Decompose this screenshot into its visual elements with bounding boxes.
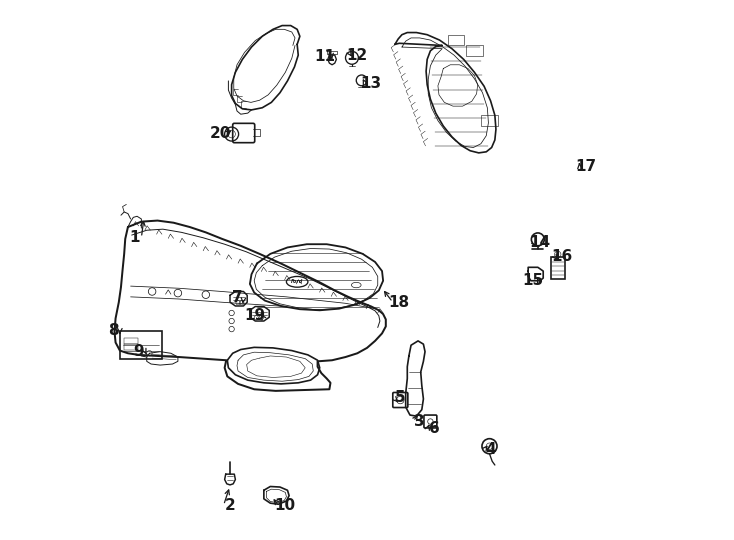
Text: 10: 10 bbox=[275, 498, 296, 513]
Text: 2: 2 bbox=[225, 498, 236, 513]
Text: 12: 12 bbox=[346, 48, 368, 63]
Text: 11: 11 bbox=[315, 49, 335, 64]
Text: 4: 4 bbox=[485, 442, 496, 457]
Text: Ford: Ford bbox=[291, 279, 303, 285]
Text: 3: 3 bbox=[414, 414, 425, 429]
Text: 6: 6 bbox=[429, 421, 440, 436]
Text: 15: 15 bbox=[522, 273, 543, 288]
Text: 5: 5 bbox=[395, 390, 406, 406]
Text: 20: 20 bbox=[210, 125, 231, 140]
Text: 1: 1 bbox=[130, 230, 140, 245]
Ellipse shape bbox=[286, 276, 308, 287]
Text: 17: 17 bbox=[575, 159, 597, 174]
Text: 19: 19 bbox=[244, 308, 266, 323]
Text: 7: 7 bbox=[232, 291, 242, 306]
Text: 18: 18 bbox=[389, 295, 410, 310]
Text: 9: 9 bbox=[134, 344, 144, 359]
Text: 16: 16 bbox=[550, 249, 572, 264]
Text: 14: 14 bbox=[529, 234, 550, 249]
Ellipse shape bbox=[352, 282, 361, 288]
Text: 13: 13 bbox=[360, 76, 382, 91]
Text: 8: 8 bbox=[108, 323, 119, 338]
